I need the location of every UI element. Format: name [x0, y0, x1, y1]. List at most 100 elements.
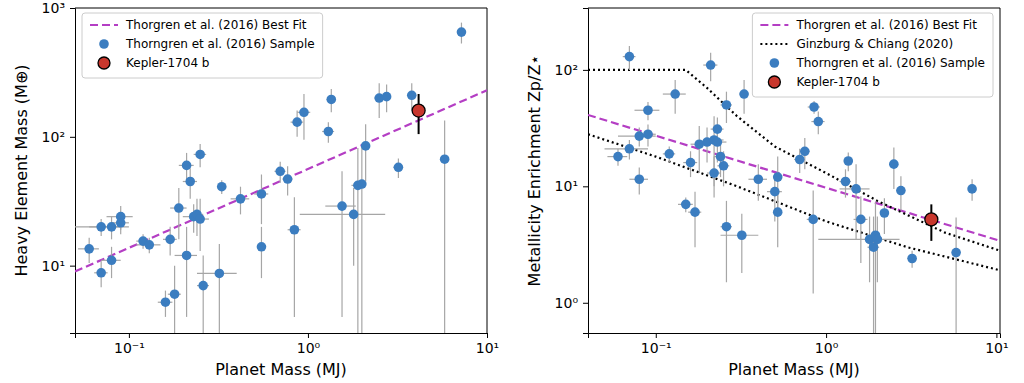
y-error-bar — [203, 255, 204, 333]
point — [357, 179, 367, 189]
tick-label: 10¹ — [476, 340, 499, 356]
y-error-bar — [200, 199, 201, 251]
x-error-bar — [818, 239, 899, 240]
legend-label: Kepler-1704 b — [126, 56, 209, 70]
y-error-bar — [174, 266, 175, 333]
y-error-bar — [444, 120, 445, 333]
point — [681, 200, 691, 210]
panel: 10⁻¹10⁰10¹10⁰10¹10²Planet Mass (MJ)Metal… — [525, 8, 1009, 379]
tick-label: 10¹ — [555, 178, 578, 194]
tick-mark — [826, 333, 827, 338]
point — [706, 60, 716, 70]
point — [800, 146, 810, 156]
legend-box — [752, 13, 993, 97]
point — [754, 174, 764, 184]
point — [170, 289, 180, 299]
y-error-bar — [694, 192, 695, 248]
tick: 10⁰ — [297, 333, 321, 356]
legend-swatch — [760, 43, 788, 45]
legend-item: Thorngren et al. (2016) Sample — [770, 56, 985, 70]
point — [709, 168, 719, 178]
y-error-bar — [813, 191, 814, 294]
point — [809, 102, 819, 112]
tick-label: 10⁰ — [297, 340, 321, 356]
tick-label: 10² — [555, 62, 578, 78]
y-error-bar — [699, 126, 700, 173]
y-error-bar — [341, 171, 342, 317]
legend: Thorgren et al. (2016) Best FitThorngren… — [82, 13, 323, 78]
point — [198, 281, 208, 291]
point — [634, 131, 644, 141]
frame — [487, 8, 488, 333]
legend-label: Kepler-1704 b — [796, 75, 879, 89]
point — [275, 166, 285, 176]
panel: 10⁻¹10⁰10¹10¹10²10³Planet Mass (MJ)Heavy… — [12, 0, 499, 379]
tick: 10¹ — [555, 178, 588, 194]
markers — [925, 213, 938, 226]
point — [236, 194, 246, 204]
legend-swatch — [770, 58, 780, 68]
tick: 10¹ — [985, 333, 1008, 356]
markers — [412, 104, 425, 117]
point — [625, 52, 635, 62]
point — [856, 215, 866, 225]
point — [907, 254, 917, 264]
tick-mark — [583, 186, 588, 187]
tick-label: 10² — [42, 129, 65, 145]
point — [84, 244, 94, 254]
frame — [1000, 8, 1001, 333]
y-error-bar — [261, 174, 262, 224]
point — [145, 240, 155, 250]
legend-item: Kepler-1704 b — [768, 75, 879, 89]
x-error-bar — [300, 214, 385, 215]
point — [440, 154, 450, 164]
point — [722, 100, 732, 110]
point — [686, 158, 696, 168]
point — [795, 155, 805, 165]
point — [843, 156, 853, 166]
point — [873, 235, 883, 245]
point — [394, 162, 404, 172]
y-error-bar — [186, 227, 187, 317]
tick-mark — [487, 333, 488, 338]
point — [299, 108, 309, 118]
y-error-bar — [261, 227, 262, 278]
tick-mark — [70, 137, 75, 138]
y-error-bar — [357, 148, 358, 333]
point — [326, 95, 336, 105]
point — [174, 203, 184, 213]
legend-label: Thorngren et al. (2016) Sample — [795, 56, 985, 70]
point — [215, 269, 225, 279]
point — [107, 256, 117, 266]
point — [412, 104, 425, 117]
y-error-bar — [956, 217, 957, 333]
y-axis: 10⁰ 10¹ 10² — [555, 9, 589, 334]
tick: 10³ — [42, 0, 75, 16]
y-error-bar — [365, 124, 366, 181]
legend-item: Thorngren et al. (2016) Sample — [99, 37, 314, 51]
point — [770, 187, 780, 197]
tick-mark — [70, 8, 75, 9]
point — [841, 177, 851, 187]
point — [713, 124, 723, 134]
tick: 10⁰ — [555, 295, 588, 311]
y-axis: 10¹10²10³ — [42, 0, 76, 333]
tick-mark — [583, 70, 588, 71]
tick: 10² — [42, 129, 75, 145]
point — [182, 251, 192, 261]
point — [96, 222, 106, 232]
point — [613, 152, 623, 162]
axis-line — [589, 334, 1001, 339]
point — [896, 186, 906, 196]
tick-mark — [308, 333, 309, 338]
y-error-bar — [855, 164, 856, 239]
y-axis-title: Heavy Element Mass (M⊕) — [12, 64, 31, 276]
point — [161, 297, 171, 307]
x-axis: 10⁻¹10⁰10¹ — [589, 333, 1009, 356]
y-error-bar — [219, 244, 220, 333]
tick-label: 10³ — [42, 0, 65, 16]
x-axis: 10⁻¹10⁰10¹ — [76, 333, 500, 356]
tick: 10⁻¹ — [641, 333, 672, 356]
frame — [588, 8, 1000, 9]
point — [664, 149, 674, 159]
